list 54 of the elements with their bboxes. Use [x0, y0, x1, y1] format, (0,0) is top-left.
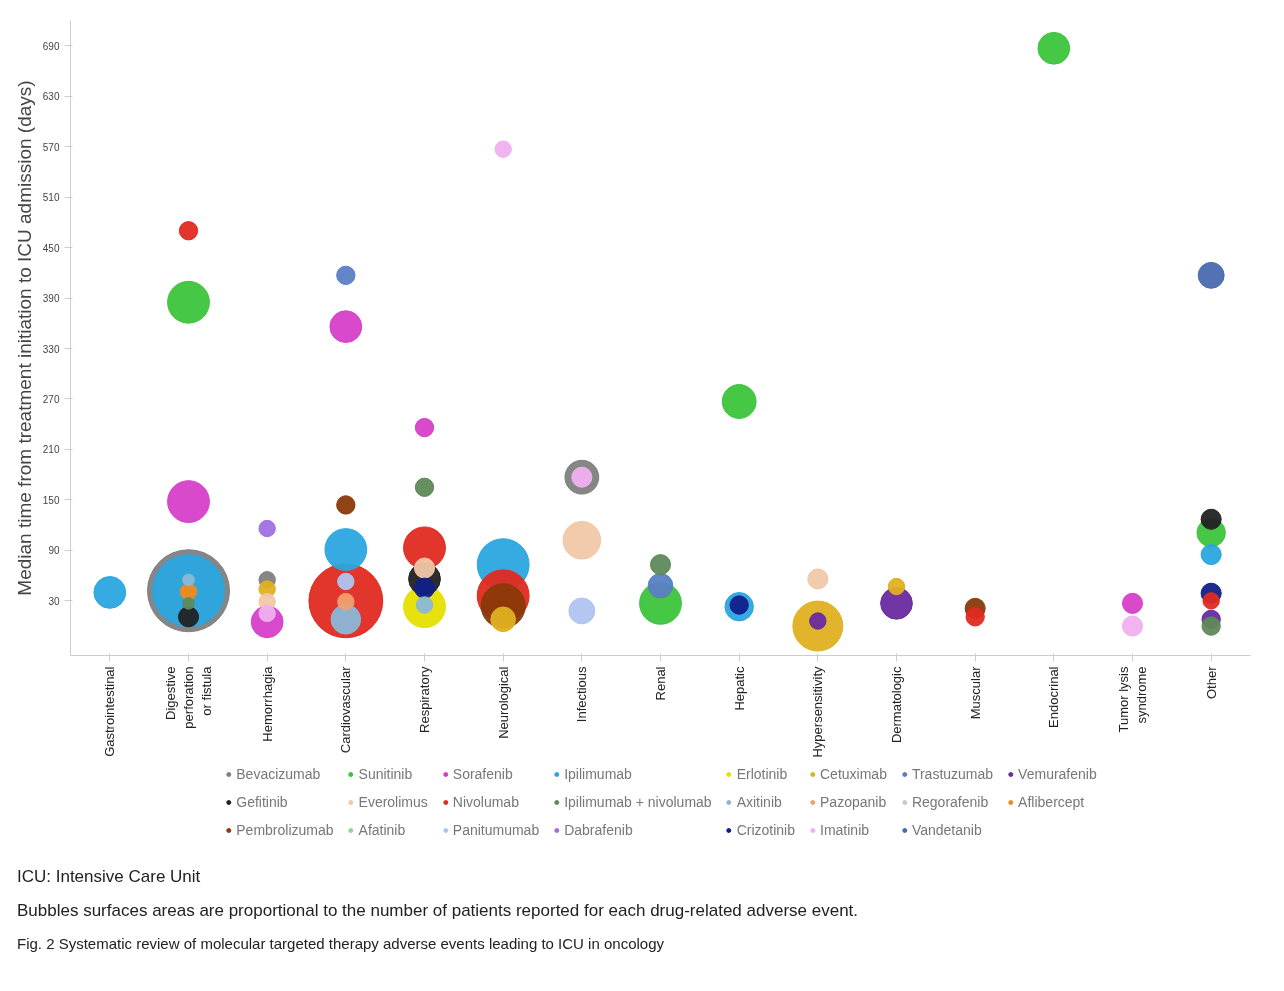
- legend-label: Gefitinib: [236, 794, 288, 810]
- x-tick-label: Cardiovascular: [338, 665, 354, 754]
- legend-label: Sunitinib: [358, 766, 413, 782]
- y-tick-label: 570: [42, 141, 60, 153]
- legend-label: Nivolumab: [452, 794, 519, 810]
- x-tick-label: Renal: [653, 666, 668, 701]
- legend-label: Afatinib: [358, 822, 406, 838]
- legend-label: Vandetanib: [911, 822, 982, 838]
- legend-label: Aflibercept: [1018, 794, 1085, 810]
- legend-label: Vemurafenib: [1018, 766, 1097, 782]
- legend-label: Trastuzumab: [911, 766, 994, 782]
- y-tick-label: 90: [48, 545, 60, 557]
- x-tick-label: Dermatologic: [889, 666, 904, 744]
- x-tick-label: Muscular: [967, 665, 983, 720]
- x-tick-label: Digestive perforation or fistula: [163, 665, 214, 729]
- x-tick-label: Hypersensitivity: [810, 666, 826, 758]
- x-tick-label: Hemorrhagia: [259, 665, 275, 742]
- y-tick-label: 150: [42, 494, 60, 506]
- legend-label: Pembrolizumab: [236, 822, 334, 838]
- caption: Fig. 2 Systematic review of molecular targeted therapy adverse events leading to ICU in oncology: [17, 934, 664, 954]
- x-tick-label: Tumor lysis syndrome: [1116, 666, 1149, 733]
- legend-label: Bevacizumab: [236, 766, 321, 782]
- text: ICU: Intensive Care Unit: [17, 866, 201, 888]
- legend-label: Axitinib: [736, 794, 782, 810]
- text: Bubbles surfaces areas are proportional to the number of patients reported for each drug-related adverse event.: [17, 900, 859, 922]
- y-tick-label: 330: [42, 343, 60, 355]
- x-tick-label: Respiratory: [417, 666, 432, 733]
- legend-label: Panitumumab: [452, 822, 540, 838]
- x-tick-label: Other: [1203, 665, 1219, 700]
- y-tick-label: 450: [42, 242, 60, 254]
- x-tick-label: Gastrointestinal: [102, 666, 118, 757]
- legend-label: Dabrafenib: [564, 822, 633, 838]
- y-tick-label: 210: [42, 444, 60, 456]
- legend-label: Erlotinib: [736, 766, 788, 782]
- legend-label: Cetuximab: [820, 766, 887, 782]
- legend-label: Everolimus: [358, 794, 428, 810]
- legend-label: Imatinib: [820, 822, 870, 838]
- legend-label: Pazopanib: [820, 794, 887, 810]
- y-tick-label: 390: [42, 293, 60, 305]
- x-tick-label: Endocrinal: [1046, 666, 1062, 728]
- legend-label: Ipilimumab: [564, 766, 632, 782]
- y-tick-label: 690: [42, 40, 60, 52]
- legend-label: Sorafenib: [452, 766, 513, 782]
- y-tick-label: 270: [42, 393, 60, 405]
- y-tick-label: 630: [42, 91, 60, 103]
- legend-label: Regorafenib: [911, 794, 989, 810]
- legend-label: Ipilimumab + nivolumab: [564, 794, 712, 810]
- x-tick-label: Hepatic: [731, 666, 747, 711]
- y-tick-label: 510: [42, 192, 60, 204]
- x-tick-label: Neurological: [495, 666, 511, 739]
- y-tick-label: 30: [48, 595, 60, 607]
- y-axis-title: Median time from treatment initiation to ICU admission (days): [13, 80, 35, 596]
- x-tick-label: Infectious: [574, 666, 590, 723]
- legend-label: Crizotinib: [736, 822, 796, 838]
